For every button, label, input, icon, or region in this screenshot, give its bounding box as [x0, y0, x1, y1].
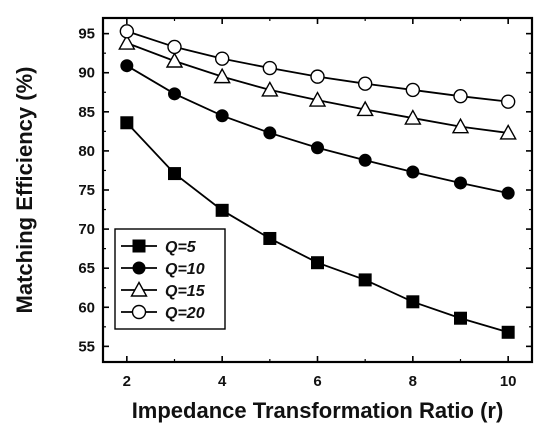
data-point	[501, 186, 515, 200]
series-1	[120, 116, 515, 339]
legend-marker	[131, 304, 147, 320]
data-point	[168, 167, 181, 181]
legend-label: Q=15	[165, 283, 206, 300]
legend-item: Q=10	[121, 261, 205, 278]
x-tick-label: 8	[409, 373, 417, 390]
data-point	[310, 69, 325, 84]
y-tick-label: 65	[78, 260, 95, 277]
data-point	[311, 256, 324, 270]
legend-marker	[132, 239, 146, 253]
x-tick-label: 2	[123, 373, 131, 390]
series-layer	[118, 24, 517, 339]
data-point	[500, 94, 516, 109]
data-point	[451, 117, 470, 134]
series-3	[118, 34, 517, 140]
data-point	[120, 59, 134, 73]
data-point	[358, 153, 372, 167]
legend-marker	[132, 261, 146, 275]
data-point	[215, 109, 229, 123]
series-4	[119, 24, 516, 109]
axes-layer: 2 4 6 8 10 55 60 65 70 75 80 85 90 95	[78, 16, 534, 390]
data-point	[405, 82, 421, 98]
data-point	[356, 100, 374, 117]
x-tick-label: 4	[218, 373, 227, 390]
data-point	[454, 176, 467, 190]
data-point	[165, 52, 184, 68]
series-line	[126, 42, 509, 134]
legend-item: Q=5	[121, 239, 197, 256]
x-tick-label: 10	[500, 373, 517, 390]
y-tick-label: 90	[78, 65, 95, 82]
series-2	[120, 59, 515, 200]
data-point	[404, 109, 422, 125]
legend-label: Q=10	[165, 261, 205, 278]
data-point	[215, 203, 229, 217]
legend-marker	[130, 281, 148, 297]
x-tick-label: 6	[313, 373, 321, 390]
data-point	[501, 325, 515, 339]
data-point	[358, 273, 372, 287]
data-point	[214, 51, 230, 66]
series-line	[126, 64, 509, 195]
data-point	[308, 91, 327, 107]
data-point	[406, 295, 420, 309]
legend-item: Q=15	[121, 281, 206, 300]
y-tick-label: 75	[78, 182, 95, 199]
legend-label: Q=20	[165, 305, 205, 322]
data-point	[262, 60, 278, 76]
legend-label: Q=5	[165, 239, 197, 256]
data-point	[119, 24, 135, 39]
series-line	[126, 30, 509, 103]
data-point	[406, 165, 420, 179]
y-axis-label: Matching Efficiency (%)	[12, 67, 37, 314]
y-tick-label: 85	[78, 104, 95, 121]
data-point	[499, 123, 517, 140]
legend: Q=5 Q=10 Q=15 Q=20	[114, 228, 226, 330]
data-point	[357, 76, 373, 91]
y-tick-label: 60	[78, 299, 95, 316]
data-point	[168, 87, 181, 101]
data-point	[263, 126, 277, 140]
data-point	[454, 311, 467, 325]
data-point	[120, 116, 134, 130]
data-point	[261, 80, 279, 97]
data-point	[453, 88, 468, 104]
data-point	[167, 39, 182, 55]
y-tick-label: 70	[78, 221, 95, 238]
data-point	[213, 67, 231, 84]
y-tick-label: 55	[78, 338, 95, 355]
data-point	[263, 231, 277, 245]
y-tick-label: 80	[78, 143, 95, 160]
data-point	[311, 141, 324, 155]
y-tick-label: 95	[78, 26, 95, 43]
legend-item: Q=20	[121, 304, 205, 322]
x-axis-label: Impedance Transformation Ratio (r)	[132, 398, 504, 423]
data-point	[118, 34, 136, 50]
